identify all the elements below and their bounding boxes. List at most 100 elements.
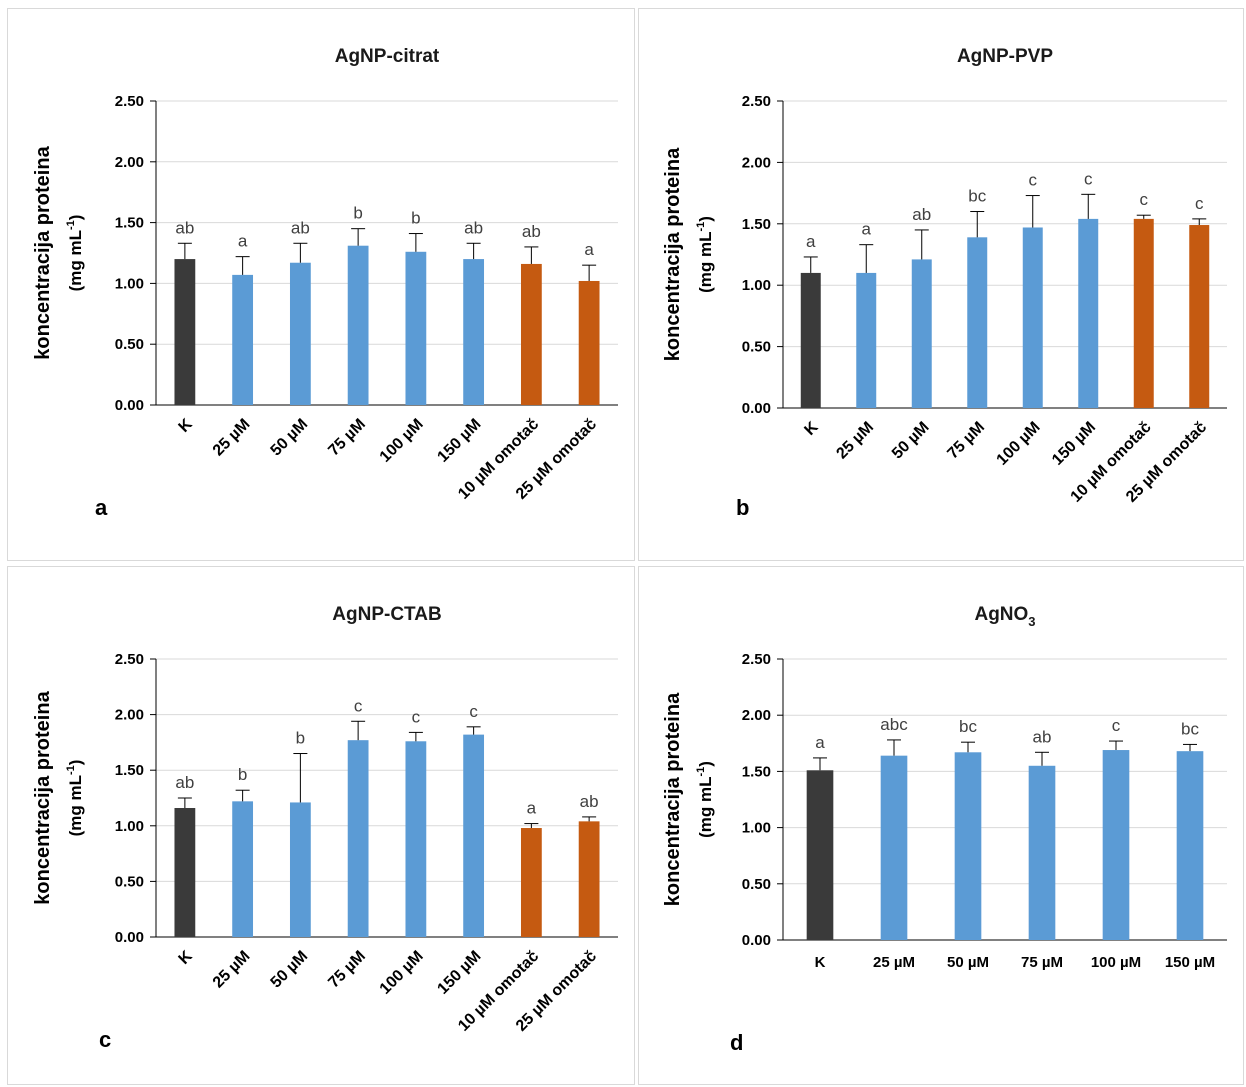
significance-label: c	[1029, 171, 1038, 190]
bar	[1176, 751, 1204, 940]
y-tick-label: 0.00	[742, 400, 771, 417]
x-tick-label: 25 µM	[873, 954, 915, 971]
x-tick-label: 50 µM	[268, 416, 312, 460]
chart-panel-b: AgNP-PVP 0.00 0.50 1.00 1.50 2.00 2.50 koncentr…	[638, 8, 1244, 561]
y-tick-label: 2.00	[115, 707, 144, 724]
significance-label: ab	[912, 205, 931, 224]
bar	[911, 259, 932, 408]
x-tick-label: 50 µM	[268, 948, 312, 992]
bar	[174, 808, 196, 937]
significance-label: bc	[959, 717, 977, 736]
chart-panel-c: AgNP-CTAB 0.00 0.50 1.00 1.50 2.00 2.50 koncent…	[7, 566, 635, 1085]
y-tick-label: 0.50	[115, 336, 144, 353]
y-axis-label: koncentracija proteina	[32, 145, 54, 359]
chart-title-text: AgNP-CTAB	[332, 604, 441, 625]
significance-label: ab	[175, 773, 194, 792]
significance-label: ab	[175, 218, 194, 237]
bar	[174, 259, 196, 405]
y-axis-label: koncentracija proteina	[662, 147, 684, 361]
bar	[520, 263, 542, 405]
y-tick-label: 1.50	[742, 216, 771, 233]
bar	[405, 741, 427, 937]
x-tick-label: 25 µM	[210, 948, 254, 992]
bar	[289, 262, 311, 405]
chart-title-text: AgNO	[974, 604, 1028, 625]
bar	[800, 272, 821, 408]
bar	[347, 740, 369, 937]
panel-letter: c	[99, 1027, 111, 1052]
x-tick-label: K	[801, 418, 822, 439]
y-axis-unit-text: (mg mL	[66, 775, 85, 836]
chart-title: AgNP-citrat	[335, 46, 440, 67]
chart-title-text: AgNP-citrat	[335, 46, 440, 67]
chart-panel-a: AgNP-citrat 0.00 0.50 1.00 1.50 2.00 2.50 konce…	[7, 8, 635, 561]
bar	[1022, 227, 1043, 408]
bar-chart-d: AgNO3 0.00 0.50 1.00 1.50 2.00 2.50 koncentraci…	[662, 604, 1227, 1055]
chart-title-subscript: 3	[1028, 614, 1035, 629]
bar	[520, 828, 542, 937]
y-tick-label: 1.50	[115, 762, 144, 779]
significance-label: c	[1112, 716, 1121, 735]
y-axis-unit-superscript: -1	[695, 222, 707, 232]
y-axis-unit-superscript: -1	[65, 220, 77, 230]
x-tick-label: K	[815, 954, 826, 971]
bar	[463, 259, 485, 405]
bar	[1028, 765, 1056, 940]
bar	[232, 274, 254, 405]
significance-label: bc	[1181, 719, 1199, 738]
y-tick-label: 2.00	[742, 154, 771, 171]
x-tick-label: 100 µM	[1091, 954, 1141, 971]
bar	[578, 280, 600, 405]
bar-chart-a: AgNP-citrat 0.00 0.50 1.00 1.50 2.00 2.50 konce…	[32, 46, 618, 520]
y-tick-label: 1.00	[742, 277, 771, 294]
y-tick-label: 2.00	[742, 707, 771, 724]
significance-label: b	[238, 765, 247, 784]
y-axis-unit-superscript: -1	[695, 767, 707, 777]
x-tick-label: 25 µM	[833, 419, 877, 463]
panel-letter: d	[730, 1030, 743, 1055]
y-axis-unit: (mg mL-1)	[695, 216, 715, 293]
significance-label: b	[296, 729, 305, 748]
chart-title: AgNP-CTAB	[332, 604, 441, 625]
bar	[232, 801, 254, 937]
y-axis-unit-close: )	[696, 761, 715, 767]
significance-label: a	[815, 733, 825, 752]
y-axis-unit: (mg mL-1)	[65, 760, 85, 837]
significance-label: c	[1084, 169, 1093, 188]
x-tick-label: K	[176, 415, 197, 436]
y-tick-label: 2.50	[115, 93, 144, 110]
x-tick-label: 100 µM	[377, 416, 427, 466]
significance-label: ab	[1033, 727, 1052, 746]
y-axis-label: koncentracija proteina	[662, 692, 684, 906]
significance-label: c	[1140, 190, 1149, 209]
x-tick-label: 150 µM	[1049, 419, 1099, 469]
x-tick-label: 50 µM	[947, 954, 989, 971]
bar	[347, 245, 369, 405]
significance-label: a	[238, 232, 248, 251]
y-tick-label: 0.00	[115, 929, 144, 946]
significance-label: ab	[580, 792, 599, 811]
x-tick-label: 150 µM	[1165, 954, 1215, 971]
significance-label: abc	[880, 715, 908, 734]
y-tick-label: 2.50	[742, 93, 771, 110]
y-axis-unit-close: )	[696, 216, 715, 222]
x-tick-label: 25 µM	[210, 416, 254, 460]
y-tick-label: 0.50	[742, 339, 771, 356]
y-tick-label: 0.00	[115, 397, 144, 414]
y-tick-label: 1.50	[115, 215, 144, 232]
y-tick-label: 0.00	[742, 932, 771, 949]
y-tick-label: 0.50	[742, 876, 771, 893]
bar	[578, 821, 600, 937]
y-tick-label: 2.50	[742, 651, 771, 668]
panel-letter: b	[736, 495, 749, 520]
y-axis-unit-text: (mg mL	[696, 232, 715, 293]
significance-label: a	[806, 232, 816, 251]
bar	[1133, 218, 1154, 408]
x-tick-label: 75 µM	[325, 948, 369, 992]
bar	[289, 802, 311, 937]
x-tick-label: 150 µM	[434, 416, 484, 466]
significance-label: b	[411, 209, 420, 228]
significance-label: c	[354, 696, 363, 715]
x-tick-label: 100 µM	[994, 419, 1044, 469]
x-tick-label: K	[176, 947, 197, 968]
